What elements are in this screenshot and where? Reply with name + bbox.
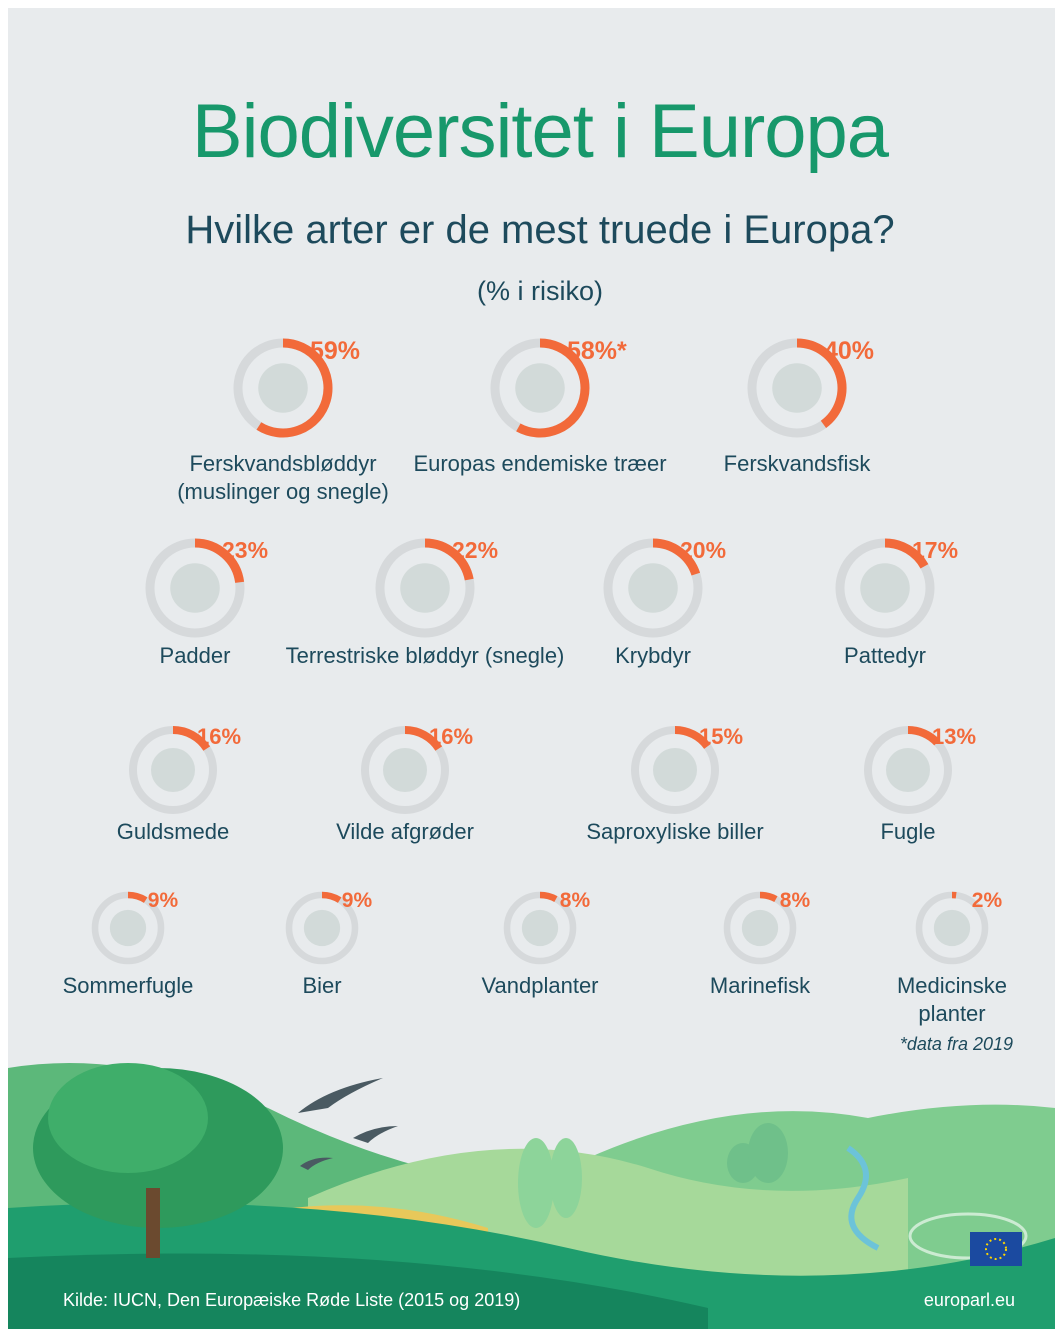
value-label: 8% [560, 889, 590, 913]
category-label: Fugle [880, 818, 935, 846]
value-label: 9% [342, 889, 372, 913]
risk-arc [760, 895, 776, 899]
category-label: Krybdyr [615, 642, 691, 670]
value-label: 22% [452, 537, 498, 564]
category-label: Terrestriske bløddyr (snegle) [286, 642, 565, 670]
value-label: 23% [222, 537, 268, 564]
subtitle: Hvilke arter er de mest truede i Europa? [185, 208, 894, 253]
value-label: 2% [972, 889, 1002, 913]
species-icon [170, 563, 220, 613]
risk-arc [540, 895, 556, 899]
infographic: Biodiversitet i Europa Hvilke arter er d… [8, 8, 1055, 1329]
value-label: 59% [310, 337, 360, 366]
species-icon [400, 563, 450, 613]
value-label: 15% [699, 724, 743, 750]
species-icon [860, 563, 910, 613]
value-label: 40% [824, 337, 874, 366]
source: Kilde: IUCN, Den Europæiske Røde Liste (… [63, 1290, 520, 1311]
species-icon [742, 910, 778, 946]
species-icon [515, 363, 565, 413]
value-label: 17% [912, 537, 958, 564]
category-label: Ferskvandsfisk [724, 450, 871, 478]
species-icon [522, 910, 558, 946]
species-icon [304, 910, 340, 946]
footnote: *data fra 2019 [900, 1034, 1013, 1055]
value-label: 58%* [567, 337, 627, 366]
page: Biodiversitet i Europa Hvilke arter er d… [0, 0, 1063, 1337]
category-label: Europas endemiske træer [413, 450, 666, 478]
category-label: Medicinske planter [897, 972, 1007, 1027]
value-label: 16% [429, 724, 473, 750]
value-label: 9% [148, 889, 178, 913]
unit-note: (% i risiko) [477, 276, 603, 307]
species-icon [110, 910, 146, 946]
species-icon [653, 748, 697, 792]
value-label: 20% [680, 537, 726, 564]
value-label: 13% [932, 724, 976, 750]
category-label: Saproxyliske biller [586, 818, 763, 846]
brand: europarl.eu [924, 1290, 1015, 1311]
category-label: Vandplanter [481, 972, 598, 1000]
risk-arc [322, 895, 340, 900]
species-icon [151, 748, 195, 792]
species-icon [886, 748, 930, 792]
category-label: Bier [302, 972, 341, 1000]
category-label: Padder [160, 642, 231, 670]
risk-arc [128, 895, 146, 900]
species-icon [772, 363, 822, 413]
species-icon [383, 748, 427, 792]
category-label: Vilde afgrøder [336, 818, 474, 846]
category-label: Sommerfugle [63, 972, 194, 1000]
category-label: Pattedyr [844, 642, 926, 670]
value-label: 8% [780, 889, 810, 913]
species-icon [934, 910, 970, 946]
title: Biodiversitet i Europa [192, 88, 888, 175]
species-icon [258, 363, 308, 413]
value-label: 16% [197, 724, 241, 750]
category-label: Ferskvandsbløddyr (muslinger og snegle) [177, 450, 389, 505]
category-label: Marinefisk [710, 972, 810, 1000]
category-label: Guldsmede [117, 818, 230, 846]
species-icon [628, 563, 678, 613]
